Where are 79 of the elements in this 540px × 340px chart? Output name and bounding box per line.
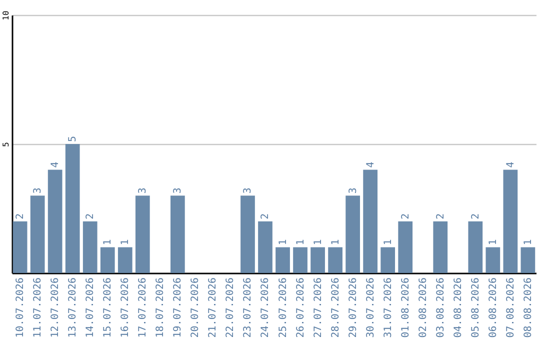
- x-tick-label: 19.07.2026: [172, 278, 184, 338]
- x-tick-label: 25.07.2026: [278, 278, 289, 338]
- bar: [258, 221, 272, 273]
- data-label: 1: [120, 239, 132, 246]
- data-label: 3: [32, 188, 44, 194]
- data-label: 2: [15, 213, 26, 220]
- x-tick-label: 11.07.2026: [32, 278, 44, 338]
- bar: [468, 221, 483, 273]
- x-tick-label: 27.07.2026: [312, 278, 324, 338]
- data-label: 3: [172, 188, 184, 194]
- data-label: 1: [102, 239, 114, 246]
- bar: [433, 221, 448, 273]
- x-tick-label: 26.07.2026: [295, 278, 306, 338]
- x-tick-label: 05.08.2026: [470, 278, 482, 338]
- data-label: 5: [68, 136, 79, 142]
- x-tick-label: 04.08.2026: [452, 278, 464, 338]
- x-tick-label: 03.08.2026: [435, 278, 446, 338]
- x-tick-label: 01.08.2026: [400, 278, 412, 338]
- data-label: 1: [488, 239, 499, 246]
- bar: [82, 221, 98, 273]
- bar: [100, 247, 115, 273]
- data-label: 1: [330, 239, 342, 246]
- bar: [520, 247, 536, 273]
- x-tick-label: 31.07.2026: [382, 278, 394, 338]
- bar: [380, 247, 396, 273]
- x-tick-label: 23.07.2026: [242, 278, 254, 338]
- bar: [12, 221, 28, 273]
- data-label: 1: [522, 239, 534, 246]
- x-tick-label: 13.07.2026: [68, 278, 79, 338]
- x-tick-label: 30.07.2026: [365, 278, 376, 338]
- bar: [293, 247, 308, 273]
- bar: [328, 247, 342, 273]
- data-label: 2: [85, 213, 96, 220]
- bar: [398, 221, 413, 273]
- x-tick-label: 29.07.2026: [348, 278, 359, 338]
- bar: [486, 247, 500, 273]
- x-tick-label: 06.08.2026: [488, 278, 499, 338]
- x-tick-label: 12.07.2026: [50, 278, 62, 338]
- data-label: 1: [295, 239, 306, 246]
- data-label: 1: [278, 239, 289, 246]
- bar: [118, 247, 132, 273]
- data-label: 2: [470, 213, 482, 220]
- x-tick-label: 18.07.2026: [155, 278, 166, 338]
- bar: [135, 196, 150, 273]
- x-tick-label: 07.08.2026: [505, 278, 516, 338]
- data-label: 3: [242, 188, 254, 194]
- bar: [363, 170, 378, 273]
- x-tick-label: 10.07.2026: [15, 278, 26, 338]
- x-tick-label: 21.07.2026: [208, 278, 219, 338]
- data-label: 2: [260, 213, 272, 220]
- x-tick-label: 24.07.2026: [260, 278, 272, 338]
- bar: [48, 170, 62, 273]
- data-label: 4: [505, 162, 516, 168]
- data-label: 2: [435, 213, 446, 220]
- data-label: 4: [50, 162, 62, 168]
- x-tick-label: 28.07.2026: [330, 278, 342, 338]
- bar: [310, 247, 325, 273]
- data-label: 4: [365, 162, 376, 168]
- bar: [30, 196, 45, 273]
- x-tick-label: 22.07.2026: [225, 278, 236, 338]
- bar: [240, 196, 255, 273]
- x-tick-label: 20.07.2026: [190, 278, 202, 338]
- data-label: 1: [312, 239, 324, 246]
- data-label: 3: [138, 188, 149, 194]
- data-label: 1: [382, 239, 394, 246]
- x-tick-label: 08.08.2026: [522, 278, 534, 338]
- bar: [276, 247, 290, 273]
- x-tick-label: 16.07.2026: [120, 278, 132, 338]
- y-tick-label: 10: [2, 10, 10, 20]
- data-label: 3: [348, 188, 359, 194]
- x-tick-label: 15.07.2026: [102, 278, 114, 338]
- bar: [65, 144, 80, 273]
- bar: [503, 170, 518, 273]
- bar: [346, 196, 360, 273]
- x-tick-label: 14.07.2026: [85, 278, 96, 338]
- x-tick-label: 02.08.2026: [418, 278, 429, 338]
- data-label: 2: [400, 213, 412, 220]
- x-tick-label: 17.07.2026: [138, 278, 149, 338]
- bar: [170, 196, 185, 273]
